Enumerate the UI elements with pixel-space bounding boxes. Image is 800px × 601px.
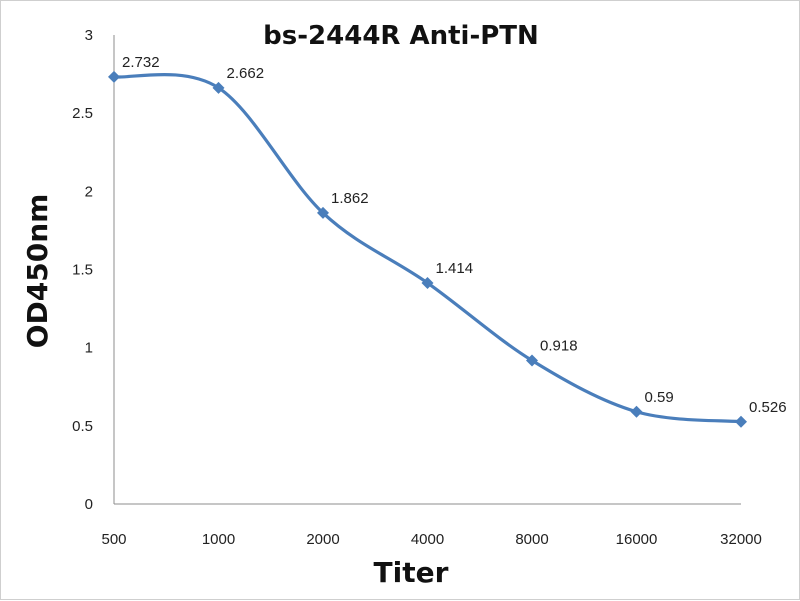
data-label: 0.918 xyxy=(540,337,578,354)
data-label: 1.414 xyxy=(436,260,474,277)
y-tick-label: 0 xyxy=(85,496,93,513)
data-point-marker xyxy=(212,81,225,94)
data-point-marker xyxy=(108,70,120,83)
y-axis-title: OD450nm xyxy=(21,194,54,349)
data-label: 2.732 xyxy=(122,54,160,71)
axes xyxy=(113,35,741,505)
y-tick-label: 3 xyxy=(85,27,93,44)
x-tick-label: 1000 xyxy=(202,531,235,548)
data-point-marker xyxy=(735,415,747,428)
data-point-marker xyxy=(317,206,329,219)
y-tick-label: 0.5 xyxy=(72,418,93,435)
y-tick-label: 2 xyxy=(85,183,93,200)
data-labels: 2.732 2.662 1.862 1.414 0.918 0.59 0.526 xyxy=(122,54,787,416)
series-line xyxy=(112,72,743,424)
y-tick-label: 1 xyxy=(85,340,93,357)
data-label: 2.662 xyxy=(227,65,265,82)
data-point-marker xyxy=(526,354,538,367)
x-tick-label: 8000 xyxy=(515,531,548,548)
data-label: 0.526 xyxy=(749,399,787,416)
data-label: 0.59 xyxy=(645,389,674,406)
y-tick-label: 2.5 xyxy=(72,105,93,122)
tick-labels: 0 0.5 1 1.5 2 2.5 3 500 1000 2000 4000 8000 16000 320… xyxy=(72,27,762,548)
data-point-marker xyxy=(421,276,434,289)
data-label: 1.862 xyxy=(331,190,369,207)
x-tick-label: 32000 xyxy=(720,531,762,548)
data-point-marker xyxy=(630,405,643,418)
x-tick-label: 2000 xyxy=(306,531,339,548)
x-tick-label: 4000 xyxy=(411,531,444,548)
x-tick-label: 500 xyxy=(101,531,126,548)
x-tick-label: 16000 xyxy=(616,531,658,548)
chart-title: bs-2444R Anti-PTN xyxy=(263,21,539,51)
x-axis-title: Titer xyxy=(374,556,449,589)
series xyxy=(108,70,747,428)
y-tick-label: 1.5 xyxy=(72,262,93,279)
